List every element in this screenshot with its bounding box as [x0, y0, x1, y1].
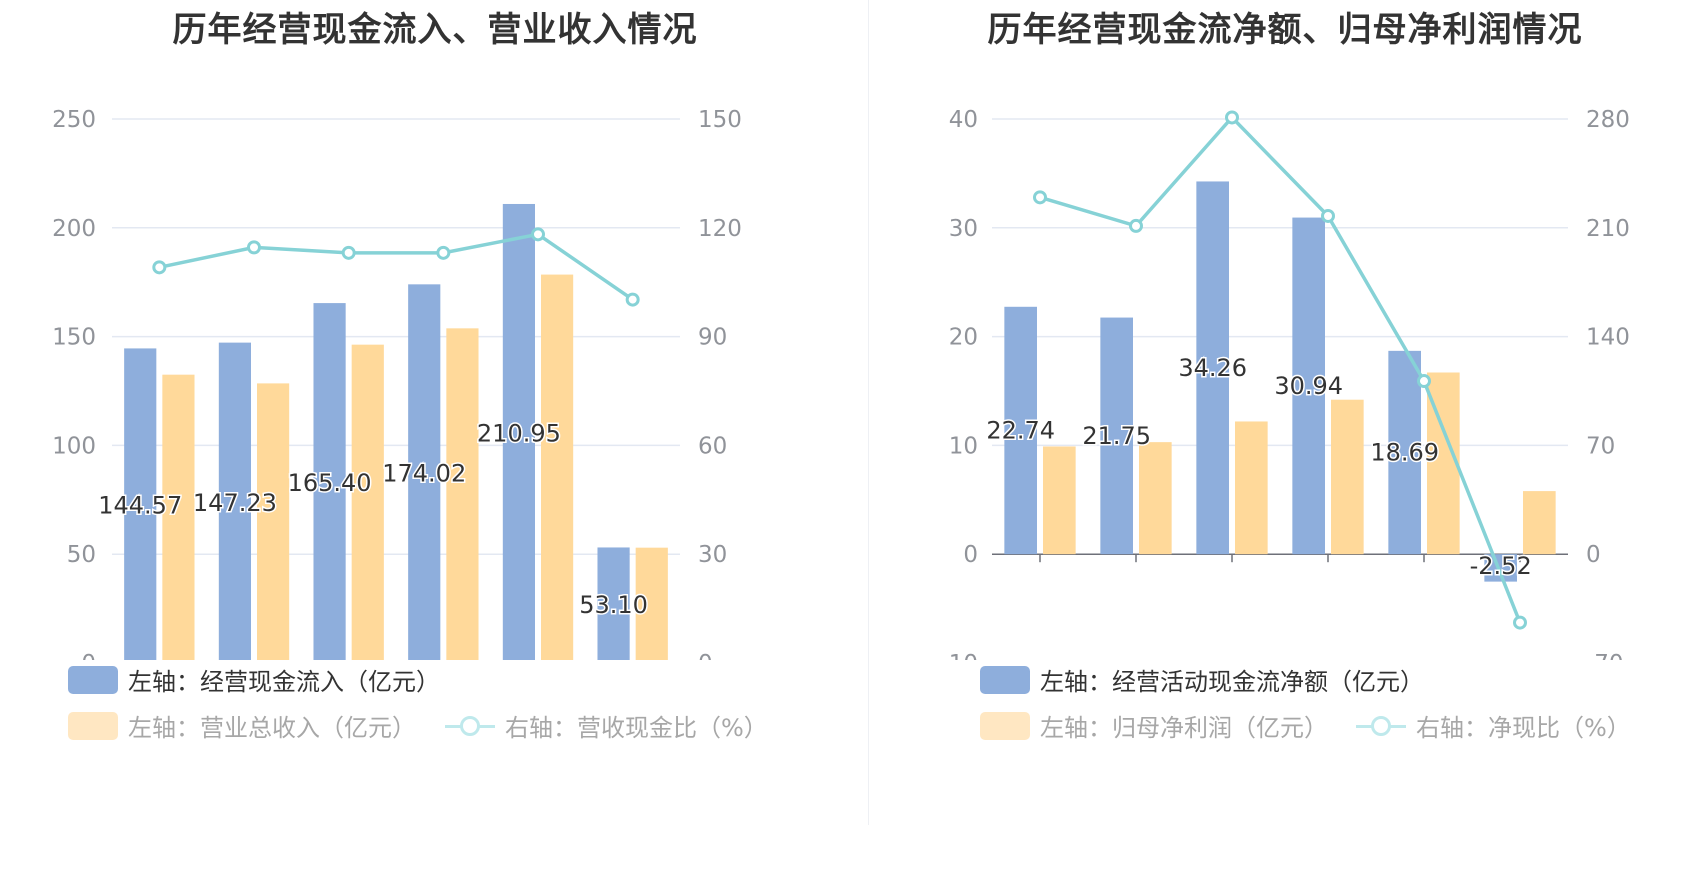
right-axis-tick-label: 210: [1586, 216, 1630, 242]
bar-secondary: [635, 547, 668, 660]
left-axis-tick-label: -10: [940, 651, 978, 660]
legend-item-net-cash-ratio[interactable]: 右轴：净现比（%）: [1356, 708, 1631, 743]
left-axis-tick-label: 250: [52, 107, 96, 133]
legend-item-cash-inflow[interactable]: 左轴：经营现金流入（亿元）: [68, 662, 440, 697]
legend-label: 右轴：营收现金比（%）: [505, 714, 768, 742]
bar-data-label: 165.40: [288, 469, 372, 497]
left-axis-tick-label: 20: [949, 325, 978, 351]
bar-line-chart: -10010203040-700701402102802019202020212…: [940, 107, 1630, 660]
legend-line-marker-icon: [445, 712, 495, 740]
line-point: [341, 245, 356, 260]
left-axis-tick-label: 0: [81, 651, 96, 660]
legend-item-revenue-cash-ratio[interactable]: 右轴：营收现金比（%）: [445, 708, 768, 743]
line-point: [1225, 110, 1239, 125]
chart-panel-net-cashflow: 历年经营现金流净额、归母净利润情况 -10 0 10 20 30 40 -70 0 70 140 2…: [870, 0, 1700, 874]
bar-secondary: [1139, 442, 1172, 555]
right-axis-tick-label: 60: [698, 433, 727, 459]
line-point: [247, 240, 261, 255]
bar-secondary: [257, 383, 290, 660]
bar-data-label: 53.10: [579, 591, 648, 619]
right-axis-tick-label: 150: [698, 107, 742, 133]
chart-title: 历年经营现金流净额、归母净利润情况: [987, 10, 1583, 50]
chart-title: 历年经营现金流入、营业收入情况: [172, 10, 698, 50]
bar-primary: [1100, 317, 1133, 555]
left-axis-tick-label: 100: [52, 433, 96, 459]
line-point: [1129, 218, 1143, 233]
line-point: [625, 292, 640, 307]
bar-data-label: -2.52: [1470, 552, 1532, 580]
right-axis-tick-label: 140: [1586, 325, 1630, 351]
left-axis-tick-label: 50: [67, 542, 96, 568]
legend-swatch-bar-blue: [980, 665, 1030, 694]
legend-label: 左轴：经营现金流入（亿元）: [128, 668, 440, 696]
left-axis-tick-label: 200: [52, 216, 96, 242]
line-point: [531, 227, 545, 242]
bar-secondary: [1235, 421, 1268, 555]
line-point: [152, 260, 167, 275]
bar-secondary: [162, 374, 195, 660]
bar-data-label: 174.02: [382, 460, 466, 488]
bar-secondary: [541, 274, 574, 660]
legend-line-marker-icon: [1356, 712, 1406, 740]
legend-label: 右轴：净现比（%）: [1416, 714, 1631, 742]
bar-primary: [1292, 217, 1325, 555]
line-point: [1513, 615, 1527, 630]
legend-label: 左轴：经营活动现金流净额（亿元）: [1040, 668, 1424, 696]
bar-secondary: [1523, 491, 1556, 555]
bar-data-label: 144.57: [98, 492, 182, 520]
bar-data-label: 34.26: [1178, 354, 1247, 382]
series-line: [1039, 114, 1522, 624]
right-axis-tick-label: 70: [1586, 433, 1615, 459]
series-line: [158, 232, 634, 302]
right-axis-tick-label: 30: [698, 542, 727, 568]
bar-primary: [408, 284, 441, 660]
bar-secondary: [351, 344, 384, 660]
bar-primary: [1004, 306, 1037, 555]
line-point: [436, 245, 451, 260]
bar-secondary: [446, 328, 479, 660]
chart-panel-cashflow-inflow: 历年经营现金流入、营业收入情况 0 50 100 150 200 250 0 30 60 90 12…: [52, 10, 768, 743]
bar-primary: [502, 203, 535, 660]
left-axis-tick-label: 150: [52, 325, 96, 351]
bar-data-label: 21.75: [1082, 422, 1151, 450]
line-point: [1321, 208, 1335, 223]
legend-swatch-bar-blue: [68, 665, 118, 694]
bar-primary: [124, 348, 157, 660]
right-axis-tick-label: 280: [1586, 107, 1630, 133]
left-axis-tick-label: 30: [949, 216, 978, 242]
legend-swatch-bar-yellow: [68, 711, 118, 740]
legend-label: 左轴：归母净利润（亿元）: [1040, 714, 1328, 742]
bar-primary: [218, 342, 251, 660]
bar-secondary: [1331, 399, 1364, 555]
right-axis-tick-label: 90: [698, 325, 727, 351]
bar-data-label: 30.94: [1274, 372, 1343, 400]
bar-primary: [1196, 181, 1229, 555]
right-axis-tick-label: 0: [1586, 542, 1601, 568]
legend-item-net-profit[interactable]: 左轴：归母净利润（亿元）: [980, 708, 1328, 743]
legend-label: 左轴：营业总收入（亿元）: [128, 714, 416, 742]
bar-data-label: 18.69: [1370, 439, 1439, 467]
legend-item-net-cashflow[interactable]: 左轴：经营活动现金流净额（亿元）: [980, 662, 1424, 697]
right-axis-tick-label: 120: [698, 216, 742, 242]
right-axis-tick-label: -70: [1586, 651, 1624, 660]
line-point: [1033, 190, 1047, 205]
left-axis-tick-label: 40: [949, 107, 978, 133]
left-axis-tick-label: 0: [963, 542, 978, 568]
panel-divider: [868, 0, 869, 825]
legend-swatch-bar-yellow: [980, 711, 1030, 740]
legend-item-revenue[interactable]: 左轴：营业总收入（亿元）: [68, 708, 416, 743]
bar-primary: [1388, 350, 1421, 555]
right-axis-tick-label: 0: [698, 651, 713, 660]
bar-data-label: 210.95: [477, 419, 561, 447]
bar-primary: [597, 547, 630, 660]
bar-data-label: 22.74: [986, 416, 1055, 444]
bar-line-chart: 0501001502002500306090120150201920202021…: [52, 107, 742, 660]
line-point: [1417, 374, 1431, 389]
bar-data-label: 147.23: [193, 489, 277, 517]
bar-secondary: [1043, 446, 1076, 555]
bar-primary: [313, 303, 346, 660]
left-axis-tick-label: 10: [949, 433, 978, 459]
